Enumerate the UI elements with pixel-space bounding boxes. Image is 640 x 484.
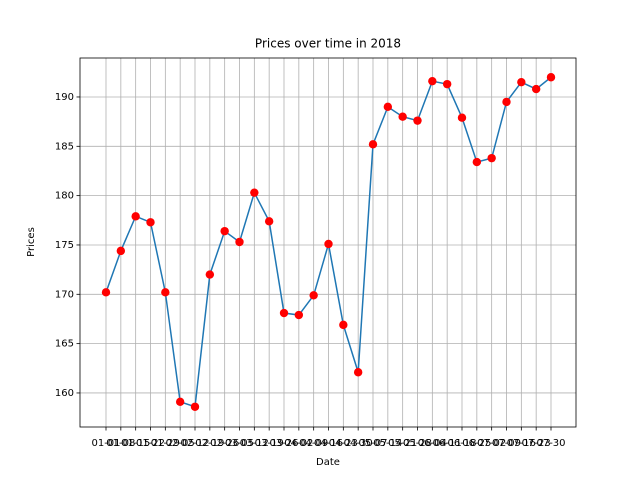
y-tick-label: 175: [55, 240, 74, 251]
x-tick-label: 04-09: [299, 438, 328, 449]
x-tick-label: 03-05: [225, 438, 254, 449]
point: [175, 397, 185, 407]
point: [324, 239, 333, 249]
point: [190, 402, 200, 411]
point: [353, 368, 363, 377]
y-tick-label: 165: [55, 339, 74, 350]
point: [116, 246, 126, 256]
x-tick-label: 01-22: [136, 438, 165, 449]
y-tick-label: 180: [55, 191, 74, 202]
x-tick-label: 01-08: [106, 438, 135, 449]
x-tick-label: 04-02: [284, 438, 313, 449]
x-tick-label: 04-30: [344, 438, 373, 449]
marks: [101, 73, 556, 411]
x-tick-label: 07-02: [477, 438, 506, 449]
x-tick-label: 01-15: [121, 438, 150, 449]
point: [220, 226, 229, 236]
x-tick-label: 03-12: [240, 438, 269, 449]
point: [472, 157, 482, 167]
x-tick-label: 03-26: [269, 438, 298, 449]
x-tick-label: 02-26: [210, 438, 239, 449]
x-tick-label: 05-07: [358, 438, 387, 449]
point: [413, 116, 422, 125]
point: [442, 79, 452, 89]
x-tick-label: 07-23: [522, 438, 551, 449]
point: [264, 217, 274, 226]
point: [205, 270, 215, 279]
x-tick-label: 07-16: [507, 438, 536, 449]
y-axis-label: Prices: [26, 227, 37, 257]
x-tick-label: 01-01: [91, 438, 120, 449]
point: [294, 310, 304, 320]
point: [457, 113, 467, 122]
point: [279, 308, 289, 318]
x-tick-label: 02-19: [195, 438, 224, 449]
x-tick-label: 03-19: [255, 438, 284, 449]
y-tick-label: 190: [55, 92, 74, 103]
chart-title: Prices over time in 2018: [255, 37, 401, 51]
point: [531, 84, 541, 94]
point: [398, 112, 407, 121]
plot-frame: [79, 57, 577, 428]
x-tick-label: 05-21: [388, 438, 417, 449]
point: [487, 153, 496, 163]
point: [546, 73, 556, 82]
point: [146, 218, 155, 227]
x-tick-label: 05-28: [403, 438, 432, 449]
x-tick-label: 06-25: [462, 438, 491, 449]
point: [235, 237, 244, 247]
x-tick-label: 06-04: [418, 438, 447, 449]
x-tick-label: 01-29: [151, 438, 180, 449]
point: [502, 97, 511, 107]
point: [339, 320, 348, 330]
x-tick-label: 07-09: [492, 438, 521, 449]
point: [428, 76, 437, 86]
x-tick-label: 04-23: [329, 438, 358, 449]
point: [131, 212, 140, 221]
point: [101, 288, 111, 297]
point: [309, 291, 318, 300]
x-tick-label: 04-16: [314, 438, 343, 449]
x-tick-label: 06-18: [447, 438, 476, 449]
point: [368, 140, 378, 149]
point: [250, 188, 259, 197]
point: [161, 288, 170, 297]
x-tick-label: 05-14: [373, 438, 402, 449]
point: [517, 77, 526, 87]
y-tick-label: 185: [55, 141, 74, 152]
x-tick-label: 06-11: [433, 438, 462, 449]
x-tick-label: 02-12: [180, 438, 209, 449]
point: [383, 102, 393, 112]
x-tick-label: 07-30: [536, 438, 565, 449]
x-tick-label: 02-05: [166, 438, 195, 449]
grid: [80, 58, 576, 427]
y-tick-label: 160: [55, 388, 74, 399]
y-tick-label: 170: [55, 289, 74, 300]
x-axis-label: Date: [316, 457, 340, 468]
